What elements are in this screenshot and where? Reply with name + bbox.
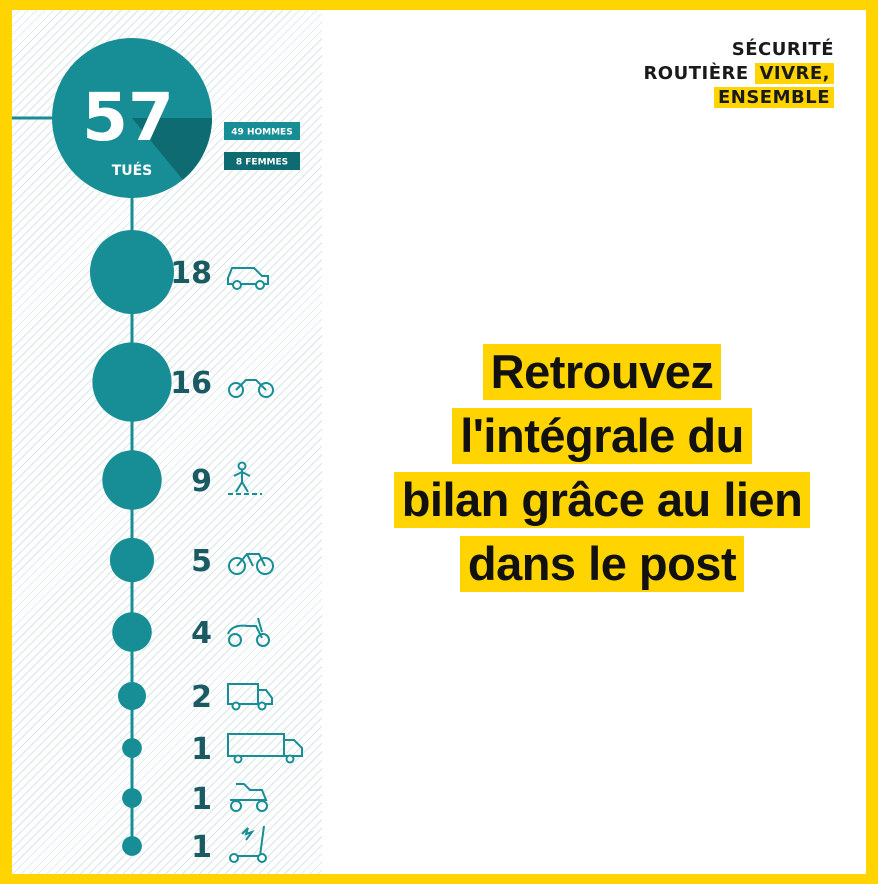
motorcycle-icon: [228, 379, 274, 398]
logo-line-3-wrap: ENSEMBLE: [643, 86, 834, 110]
logo-line-2b: VIVRE,: [755, 63, 834, 84]
logo-line-2: ROUTIÈRE VIVRE,: [643, 62, 834, 86]
category-row: 4: [112, 612, 270, 652]
women-share-wedge: [132, 118, 213, 180]
van-icon: [227, 683, 273, 711]
breakdown-badge: [224, 152, 300, 170]
logo-line-1: SÉCURITÉ: [731, 39, 834, 60]
category-value: 1: [191, 732, 212, 767]
headline-line-1: Retrouvez: [482, 344, 722, 400]
bicycle-icon: [228, 553, 274, 575]
category-value: 1: [191, 830, 212, 865]
quad-icon: [230, 783, 268, 812]
scooter-icon: [227, 617, 270, 647]
category-bubble: [112, 612, 152, 652]
breakdown-badge: [224, 122, 300, 140]
logo: SÉCURITÉ ROUTIÈRE VIVRE, ENSEMBLE: [643, 38, 834, 110]
category-row: 16: [92, 342, 274, 422]
category-value: 1: [191, 782, 212, 817]
category-value: 9: [191, 464, 212, 499]
category-value: 2: [191, 680, 212, 715]
category-bubble: [122, 836, 142, 856]
category-row: 1: [122, 825, 267, 865]
category-bubble: [92, 342, 172, 422]
bubble-chart: 57 TUÉS 49 HOMMES 8 FEMMES 18 16 9 5 4 2 1 1 1: [12, 38, 303, 865]
headline-line-2: l'intégrale du: [452, 408, 752, 464]
category-bubble: [90, 230, 174, 314]
breakdown-label: 49 HOMMES: [231, 128, 292, 138]
category-rows: 18 16 9 5 4 2 1 1 1: [90, 230, 303, 865]
escooter-icon: [229, 825, 267, 863]
category-row: 2: [118, 680, 273, 715]
total-label: TUÉS: [112, 162, 153, 179]
category-bubble: [122, 788, 142, 808]
category-bubble: [118, 682, 146, 710]
category-bubble: [109, 537, 155, 583]
category-row: 18: [90, 230, 269, 314]
truck-icon: [227, 733, 303, 764]
category-bubble: [102, 450, 162, 510]
category-value: 5: [191, 544, 212, 579]
category-row: 5: [109, 537, 274, 583]
logo-line-3: ENSEMBLE: [713, 87, 834, 108]
breakdown-label: 8 FEMMES: [236, 158, 288, 168]
logo-line-2a: ROUTIÈRE: [643, 63, 749, 84]
headline-line-4: dans le post: [459, 536, 745, 592]
category-row: 1: [122, 732, 303, 767]
total-bubble: 57 TUÉS: [52, 38, 213, 198]
pedestrian-icon: [228, 461, 262, 495]
headline-line-3: bilan grâce au lien: [393, 472, 811, 528]
category-row: 1: [122, 782, 268, 817]
category-bubble: [122, 738, 142, 758]
poster: 57 TUÉS 49 HOMMES 8 FEMMES 18 16 9 5 4 2 1 1 1 SÉC…: [12, 10, 866, 874]
car-icon: [227, 267, 269, 290]
category-value: 4: [191, 616, 212, 651]
category-row: 9: [102, 450, 262, 510]
category-value: 18: [170, 256, 212, 291]
gender-breakdown: 49 HOMMES 8 FEMMES: [224, 122, 300, 170]
total-value: 57: [82, 79, 174, 156]
headline: Retrouvez l'intégrale du bilan grâce au …: [342, 340, 862, 596]
category-value: 16: [170, 366, 212, 401]
